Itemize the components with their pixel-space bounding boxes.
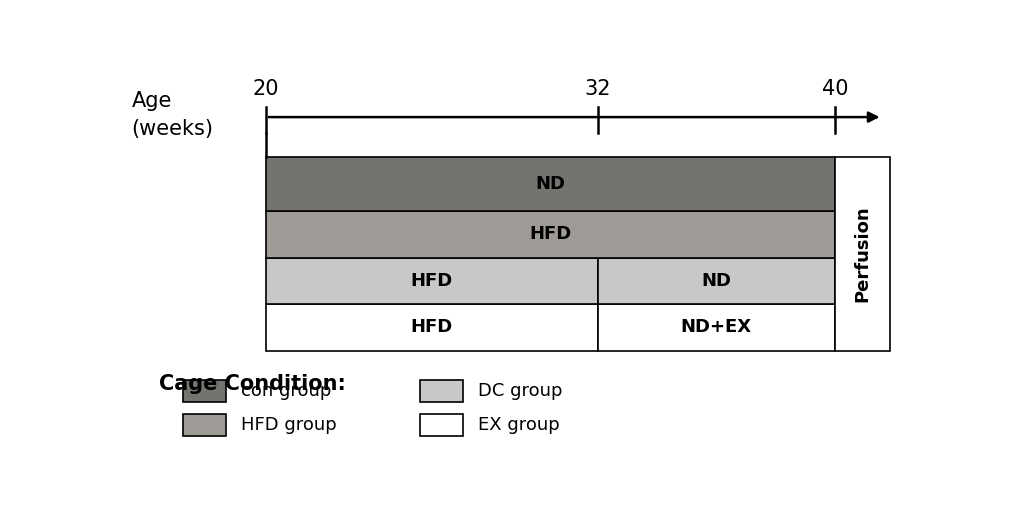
Text: ND: ND xyxy=(701,272,731,290)
Text: (weeks): (weeks) xyxy=(131,119,213,139)
Text: EX group: EX group xyxy=(477,416,558,434)
Text: HFD group: HFD group xyxy=(240,416,336,434)
Text: Perfusion: Perfusion xyxy=(853,205,871,302)
Text: Age: Age xyxy=(131,91,171,111)
Bar xyxy=(266,157,835,211)
Text: con group: con group xyxy=(240,382,330,400)
Bar xyxy=(420,380,463,402)
Bar xyxy=(420,414,463,436)
Text: HFD: HFD xyxy=(411,318,452,336)
Text: HFD: HFD xyxy=(411,272,452,290)
Bar xyxy=(266,258,597,304)
Text: ND: ND xyxy=(535,175,565,193)
Bar xyxy=(835,157,890,351)
Text: DC group: DC group xyxy=(477,382,561,400)
Bar xyxy=(182,380,226,402)
Bar xyxy=(597,304,835,351)
Bar xyxy=(266,211,835,258)
Text: 40: 40 xyxy=(821,79,848,99)
Bar xyxy=(266,304,597,351)
Text: ND+EX: ND+EX xyxy=(681,318,751,336)
Text: Cage Condition:: Cage Condition: xyxy=(159,374,345,394)
Bar xyxy=(182,414,226,436)
Text: 20: 20 xyxy=(253,79,279,99)
Text: 32: 32 xyxy=(584,79,610,99)
Text: HFD: HFD xyxy=(529,225,571,243)
Bar xyxy=(597,258,835,304)
